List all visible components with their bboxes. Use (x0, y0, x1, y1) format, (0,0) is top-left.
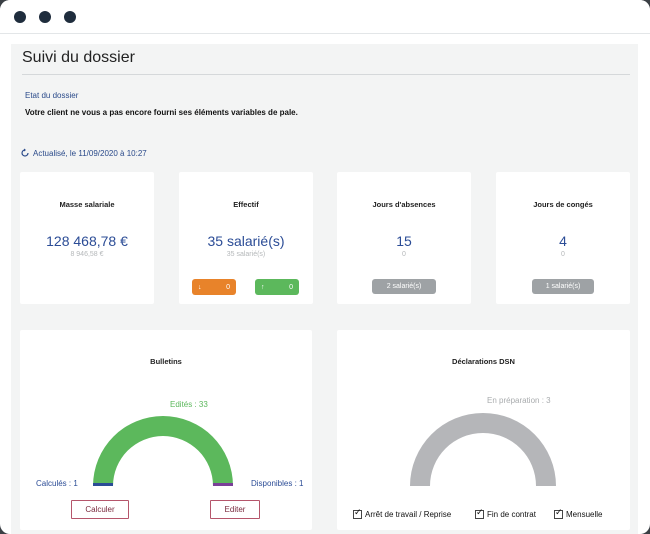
conges-badge[interactable]: 1 salarié(s) (532, 279, 594, 294)
checkbox-fin-contrat[interactable] (475, 508, 484, 519)
arrow-down-icon: ↓ (198, 283, 202, 291)
conges-title: Jours de congés (533, 200, 593, 209)
card-bulletins: Bulletins Edités : 33 Calculés : 1 Dispo… (20, 330, 312, 530)
gauge-arc-disponibles (213, 483, 233, 486)
conges-sub: 0 (561, 251, 565, 258)
edites-label: Edités : 33 (170, 400, 208, 409)
masse-title: Masse salariale (59, 200, 115, 209)
en-preparation-label: En préparation : 3 (487, 396, 551, 405)
absences-title: Jours d'absences (372, 200, 436, 209)
window-dot-1 (14, 11, 26, 23)
gauge-arc-en-preparation (410, 413, 556, 486)
arrow-up-icon: ↑ (261, 283, 265, 291)
etat-message: Votre client ne vous a pas encore fourni… (25, 108, 298, 117)
filter-mensuelle[interactable]: Mensuelle (554, 508, 603, 519)
gauge-arc-calcules (93, 483, 113, 486)
effectif-title: Effectif (233, 200, 259, 209)
card-masse-salariale: Masse salariale 128 468,78 € 8 946,58 € (20, 172, 154, 304)
effectif-value: 35 salarié(s) (207, 233, 285, 249)
effectif-arrivals-badge[interactable]: ↑ 0 (255, 279, 299, 295)
card-declarations-dsn: Déclarations DSN En préparation : 3 (337, 330, 630, 530)
refresh-icon (21, 148, 29, 157)
bulletins-title: Bulletins (150, 357, 182, 366)
dossier-panel: Suivi du dossier Etat du dossier Votre c… (11, 44, 638, 534)
filter-arret-travail-label: Arrêt de travail / Reprise (365, 510, 452, 519)
gauge-arc-edites (93, 416, 233, 486)
page-title: Suivi du dossier (22, 49, 135, 66)
effectif-sub: 35 salarié(s) (226, 251, 266, 258)
window-titlebar (0, 0, 650, 34)
filter-mensuelle-label: Mensuelle (566, 510, 603, 519)
effectif-departures-badge[interactable]: ↓ 0 (192, 279, 236, 295)
filter-fin-contrat-label: Fin de contrat (487, 510, 536, 519)
card-jours-conges: Jours de congés 4 0 1 salarié(s) (496, 172, 630, 304)
masse-value: 128 468,78 € (46, 233, 128, 249)
editer-button[interactable]: Editer (210, 500, 260, 519)
masse-sub: 8 946,58 € (70, 251, 104, 258)
refresh-link[interactable]: Actualisé, le 11/09/2020 à 10:27 (20, 148, 147, 158)
refresh-text: Actualisé, le 11/09/2020 à 10:27 (33, 148, 147, 158)
filter-arret-travail[interactable]: Arrêt de travail / Reprise (353, 508, 452, 519)
disponibles-label: Disponibles : 1 (251, 479, 304, 488)
absences-value: 15 (396, 233, 412, 249)
departures-count: 0 (226, 283, 230, 291)
arrivals-count: 0 (289, 283, 293, 291)
bulletins-gauge (93, 416, 233, 486)
filter-fin-contrat[interactable]: Fin de contrat (475, 508, 536, 519)
checkbox-mensuelle[interactable] (554, 508, 563, 519)
checkbox-arret-travail[interactable] (353, 508, 362, 519)
dsn-title: Déclarations DSN (452, 357, 515, 366)
calcules-label: Calculés : 1 (36, 479, 78, 488)
window-dot-3 (64, 11, 76, 23)
card-jours-absences: Jours d'absences 15 0 2 salarié(s) (337, 172, 471, 304)
absences-badge[interactable]: 2 salarié(s) (372, 279, 436, 294)
dsn-gauge (410, 413, 556, 486)
card-effectif: Effectif 35 salarié(s) 35 salarié(s) ↓ 0… (179, 172, 313, 304)
title-divider (22, 74, 630, 75)
conges-value: 4 (559, 233, 567, 249)
etat-label: Etat du dossier (25, 91, 79, 100)
window-dot-2 (39, 11, 51, 23)
absences-sub: 0 (402, 251, 406, 258)
calculer-button[interactable]: Calculer (71, 500, 129, 519)
